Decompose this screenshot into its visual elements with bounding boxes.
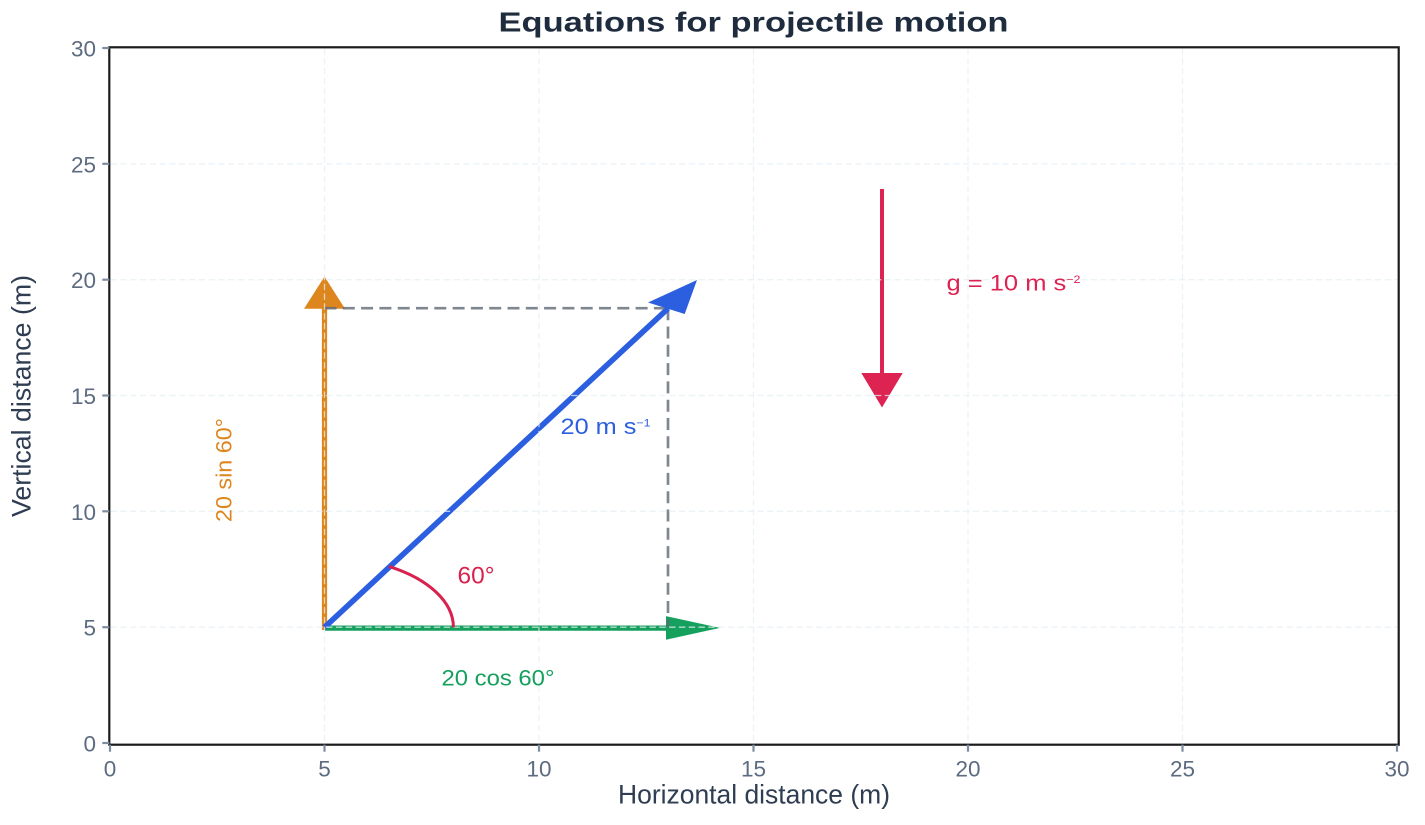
svg-text:15: 15 bbox=[71, 384, 96, 409]
svg-text:g = 10 m s−2: g = 10 m s −2 bbox=[947, 271, 1081, 296]
svg-text:60°: 60° bbox=[458, 563, 495, 590]
svg-text:25: 25 bbox=[1170, 756, 1195, 781]
svg-text:20: 20 bbox=[71, 268, 96, 293]
svg-text:20 sin 60°: 20 sin 60° bbox=[212, 418, 237, 522]
svg-text:25: 25 bbox=[71, 152, 96, 177]
svg-text:20 cos 60°: 20 cos 60° bbox=[442, 666, 555, 691]
svg-text:15: 15 bbox=[741, 756, 766, 781]
svg-text:0: 0 bbox=[104, 756, 117, 781]
svg-text:20 m s−1: 20 m s −1 bbox=[561, 414, 651, 439]
svg-text:Horizontal distance (m): Horizontal distance (m) bbox=[618, 780, 890, 810]
svg-text:20: 20 bbox=[955, 756, 980, 781]
svg-text:10: 10 bbox=[71, 500, 96, 525]
svg-text:0: 0 bbox=[83, 732, 96, 757]
svg-text:5: 5 bbox=[318, 756, 331, 781]
svg-text:10: 10 bbox=[526, 756, 551, 781]
svg-text:30: 30 bbox=[71, 37, 96, 62]
svg-text:Vertical distance (m): Vertical distance (m) bbox=[7, 275, 37, 517]
svg-text:Equations for projectile motio: Equations for projectile motion bbox=[499, 7, 1009, 38]
svg-text:5: 5 bbox=[83, 616, 96, 641]
svg-text:30: 30 bbox=[1384, 756, 1409, 781]
